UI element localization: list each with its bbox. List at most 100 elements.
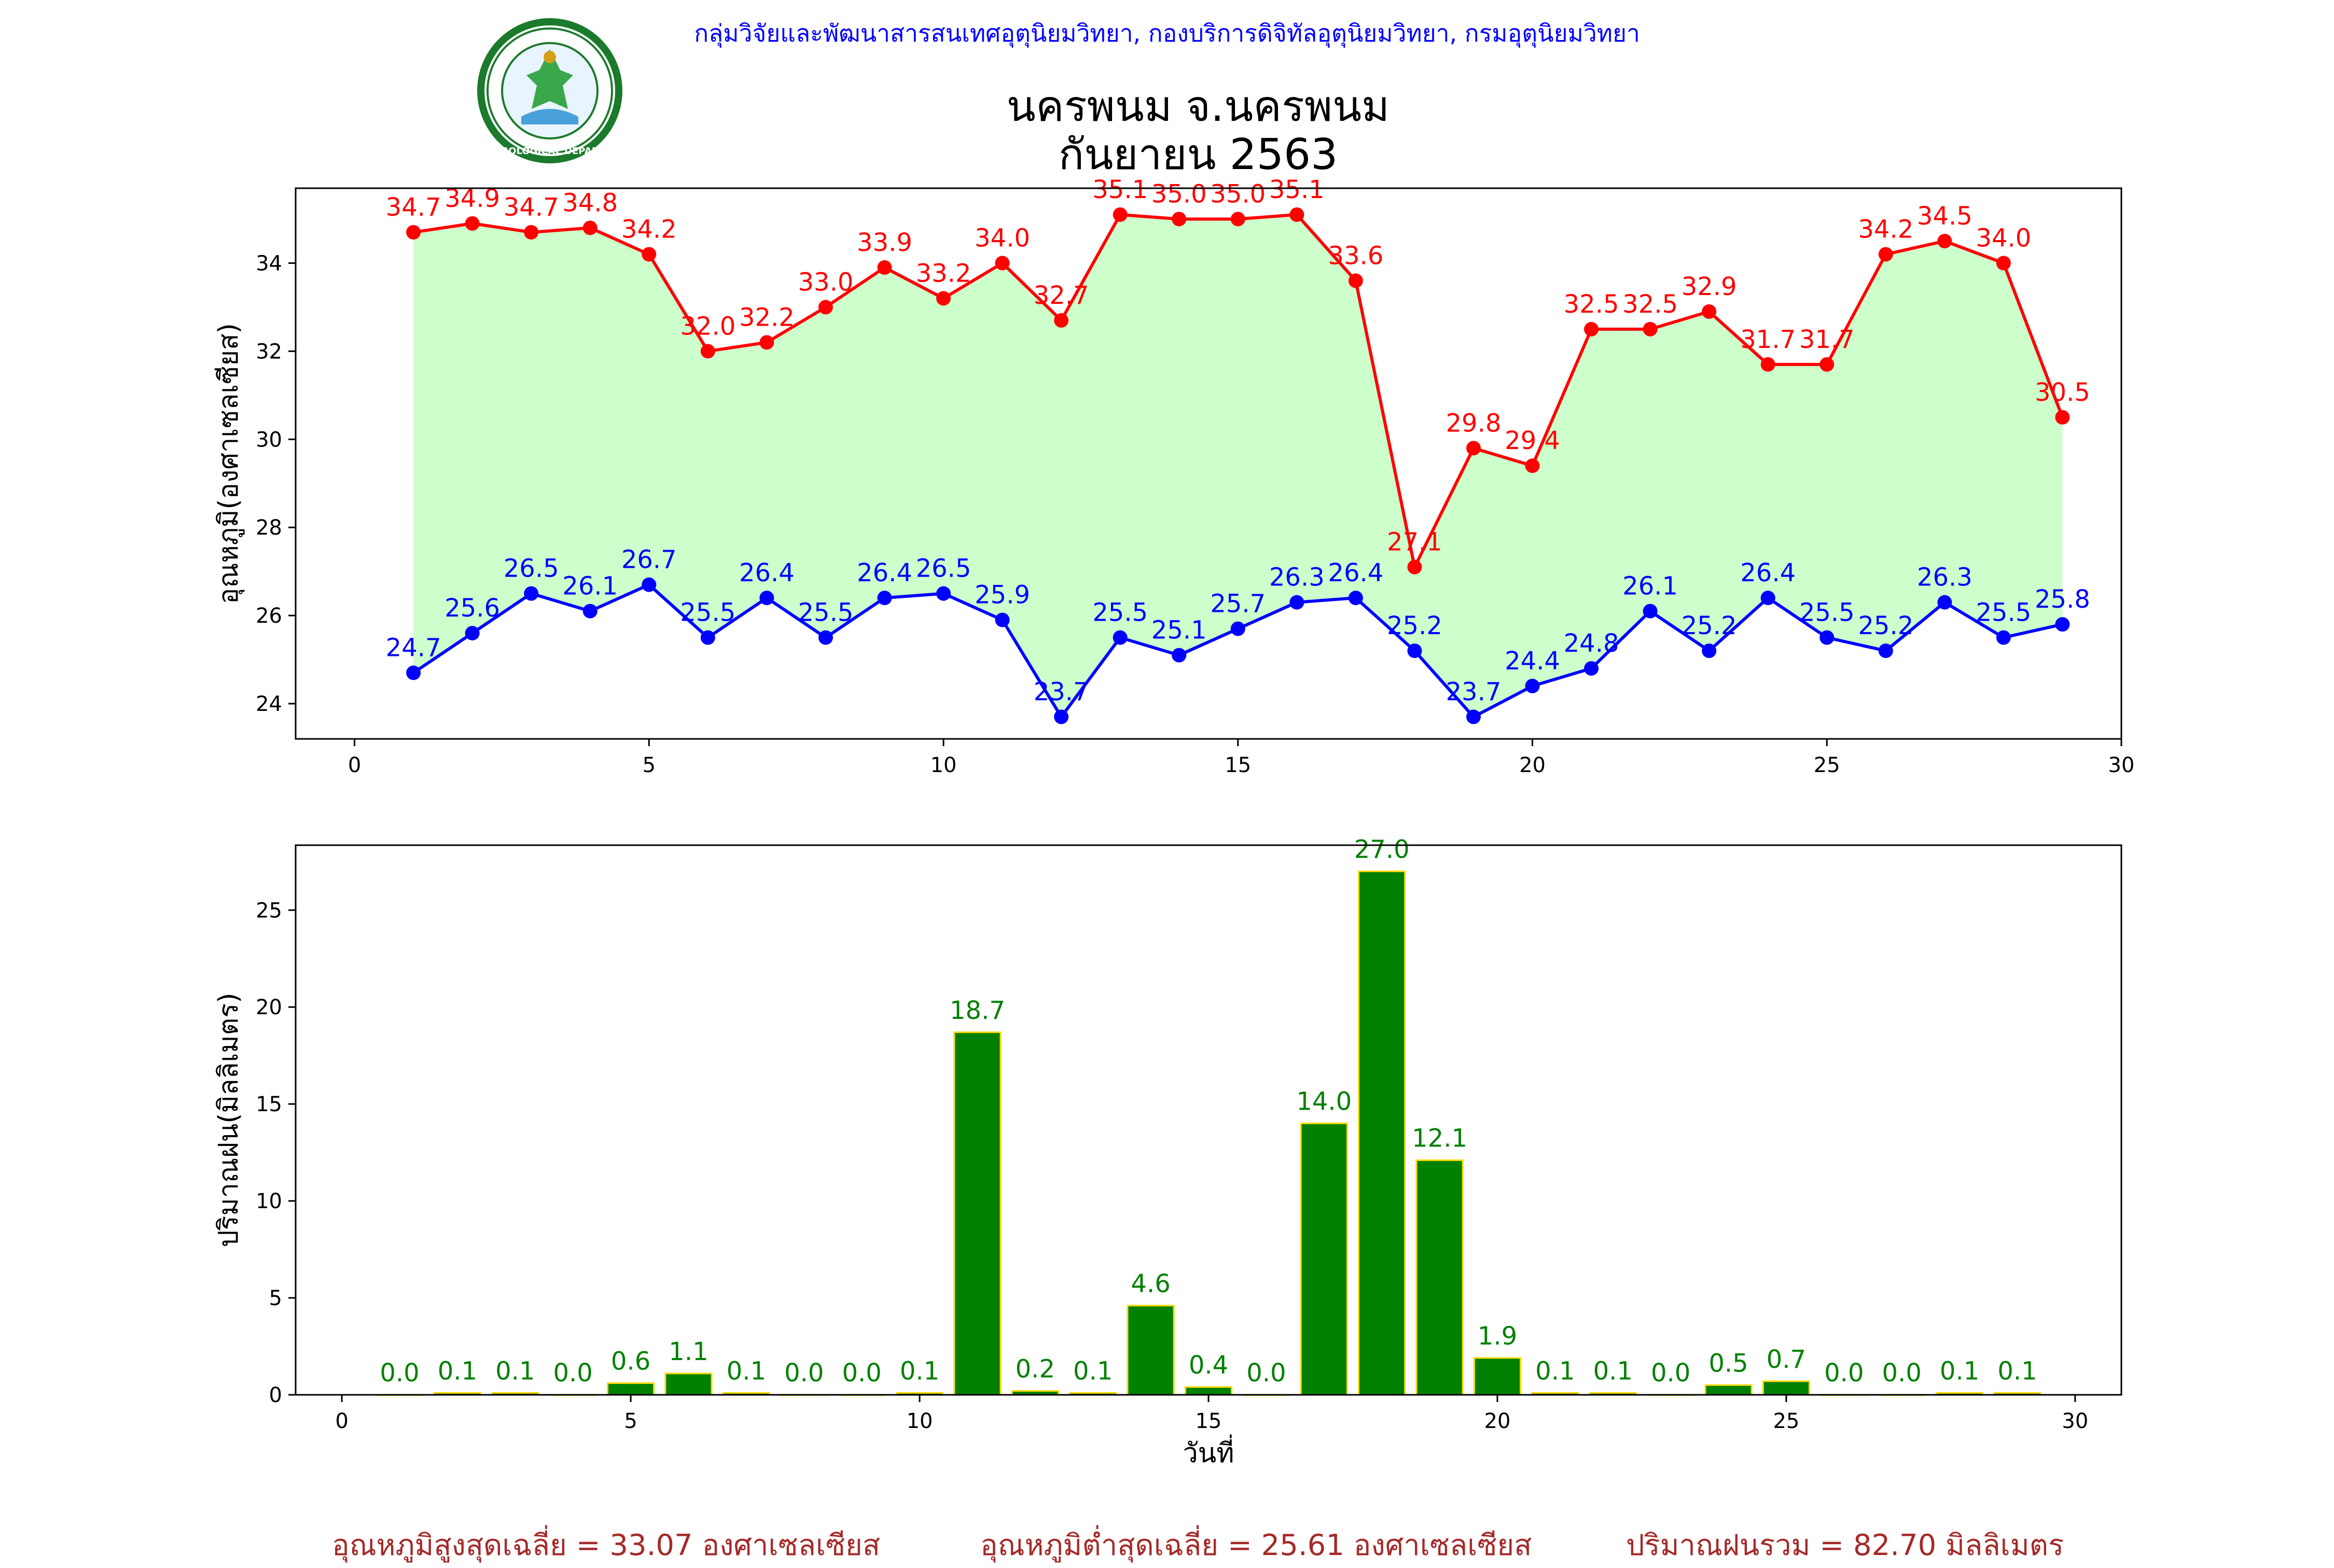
max-temp-point (1230, 212, 1245, 227)
rain-value-label: 0.1 (1073, 1356, 1113, 1385)
rain-value-label: 0.1 (1593, 1356, 1633, 1385)
rain-value-label: 0.1 (727, 1356, 766, 1385)
min-temp-label: 24.7 (386, 634, 441, 663)
max-temp-label: 32.0 (680, 312, 735, 341)
temperature-plot-frame (295, 187, 2122, 740)
min-temp-label: 26.4 (857, 558, 912, 587)
rain-value-label: 0.0 (842, 1359, 881, 1388)
y-tick-label: 5 (269, 1286, 282, 1310)
max-temp-point (524, 225, 539, 240)
max-temp-point (700, 344, 715, 359)
y-tick-label: 25 (256, 899, 282, 922)
max-temp-point (1054, 313, 1069, 328)
max-temp-point (582, 220, 598, 235)
max-temp-label: 35.0 (1151, 179, 1207, 208)
min-temp-label: 25.5 (1976, 598, 2031, 627)
rain-value-label: 0.1 (900, 1356, 939, 1385)
x-tick-label: 25 (1773, 1409, 1799, 1433)
min-temp-label: 26.1 (562, 572, 618, 601)
max-temp-point (1878, 247, 1893, 262)
y-tick-label: 30 (256, 428, 282, 452)
organization-header: กลุ่มวิจัยและพัฒนาสารสนเทศอุตุนิยมวิทยา,… (694, 19, 1640, 47)
min-temp-label: 25.2 (1858, 611, 1913, 640)
rain-value-label: 0.0 (1882, 1359, 1922, 1388)
max-temp-label: 31.7 (1740, 325, 1796, 354)
x-tick-label: 20 (1519, 753, 1546, 777)
max-temp-label: 31.7 (1799, 325, 1855, 354)
y-tick-label: 20 (256, 996, 282, 1019)
rain-value-label: 4.6 (1131, 1269, 1170, 1298)
rainfall-x-axis-label: วันที่ (1183, 1434, 1234, 1469)
max-temp-point (1702, 304, 1717, 319)
min-temp-point (1643, 604, 1658, 619)
svg-text:METEOROLOGICAL DEPARTMENT: METEOROLOGICAL DEPARTMENT (469, 146, 630, 157)
min-temp-point (1113, 630, 1128, 645)
min-temp-point (1407, 643, 1422, 659)
min-temp-point (1760, 591, 1775, 606)
avg-max-temp-summary: อุณหภูมิสูงสุดเฉลี่ย = 33.07 องศาเซลเซีย… (332, 1529, 881, 1562)
x-tick-label: 10 (907, 1409, 933, 1433)
min-temp-point (1348, 591, 1363, 606)
x-tick-label: 5 (643, 753, 656, 777)
chart-title-station: นครพนม จ.นครพนม (1006, 82, 1390, 131)
y-tick-label: 28 (256, 516, 282, 540)
max-temp-label: 34.0 (1976, 223, 2031, 253)
min-temp-point (700, 630, 715, 645)
max-temp-point (1407, 559, 1422, 575)
avg-min-temp-summary: อุณหภูมิต่ำสุดเฉลี่ย = 25.61 องศาเซลเซีย… (980, 1529, 1532, 1562)
max-temp-point (936, 291, 951, 306)
min-temp-point (524, 586, 539, 601)
max-temp-point (642, 247, 657, 262)
rainfall-y-axis-label: ปริมาณฝน(มิลลิเมตร) (213, 992, 244, 1247)
rain-value-label: 0.0 (1246, 1359, 1286, 1388)
temperature-y-axis-label: อุณหภูมิ(องศาเซลเซียส) (213, 323, 245, 604)
min-temp-point (465, 626, 480, 641)
min-temp-label: 25.5 (798, 598, 853, 627)
rain-bar (1473, 1357, 1522, 1396)
min-temp-label: 26.1 (1622, 572, 1678, 601)
min-temp-label: 25.9 (975, 581, 1030, 610)
min-temp-point (1289, 595, 1304, 610)
min-temp-point (1702, 643, 1717, 659)
department-logo: METEOROLOGICAL DEPARTMENT (469, 18, 630, 163)
max-temp-label: 27.1 (1387, 528, 1442, 557)
max-temp-point (1466, 441, 1481, 456)
rain-bar (1704, 1384, 1753, 1396)
max-temp-label: 32.2 (739, 303, 795, 332)
max-temp-label: 33.2 (916, 259, 971, 288)
max-temp-point (465, 216, 480, 231)
rainfall-plot-frame (295, 844, 2122, 1396)
min-temp-label: 25.5 (1799, 598, 1855, 627)
min-temp-point (406, 665, 421, 680)
rain-value-label: 0.7 (1767, 1345, 1806, 1374)
y-tick-label: 32 (256, 340, 282, 363)
min-temp-label: 25.6 (444, 594, 500, 623)
min-temp-point (582, 604, 598, 619)
rain-bar (664, 1373, 713, 1396)
min-temp-label: 25.5 (1092, 598, 1148, 627)
min-temp-label: 26.3 (1917, 563, 1972, 592)
x-tick-label: 30 (2062, 1409, 2088, 1433)
min-temp-label: 25.7 (1210, 590, 1266, 619)
min-temp-point (936, 586, 951, 601)
max-temp-point (1525, 458, 1540, 473)
max-temp-point (1584, 321, 1599, 337)
min-temp-point (995, 612, 1010, 627)
min-temp-point (877, 591, 892, 606)
min-temp-point (1230, 621, 1245, 636)
x-tick-label: 0 (335, 1409, 348, 1433)
x-tick-label: 5 (624, 1409, 637, 1433)
rain-value-label: 0.4 (1189, 1351, 1228, 1380)
min-temp-label: 24.8 (1564, 629, 1619, 658)
max-temp-point (1348, 273, 1363, 288)
min-temp-point (2055, 617, 2070, 632)
max-temp-point (1937, 233, 1952, 248)
rain-value-label: 0.0 (1824, 1359, 1864, 1388)
max-temp-label: 35.1 (1092, 175, 1148, 204)
max-temp-label: 29.8 (1446, 409, 1502, 438)
max-temp-label: 34.0 (975, 223, 1030, 253)
min-temp-point (1937, 595, 1952, 610)
max-temp-label: 35.1 (1269, 175, 1325, 204)
x-tick-label: 10 (930, 753, 957, 777)
